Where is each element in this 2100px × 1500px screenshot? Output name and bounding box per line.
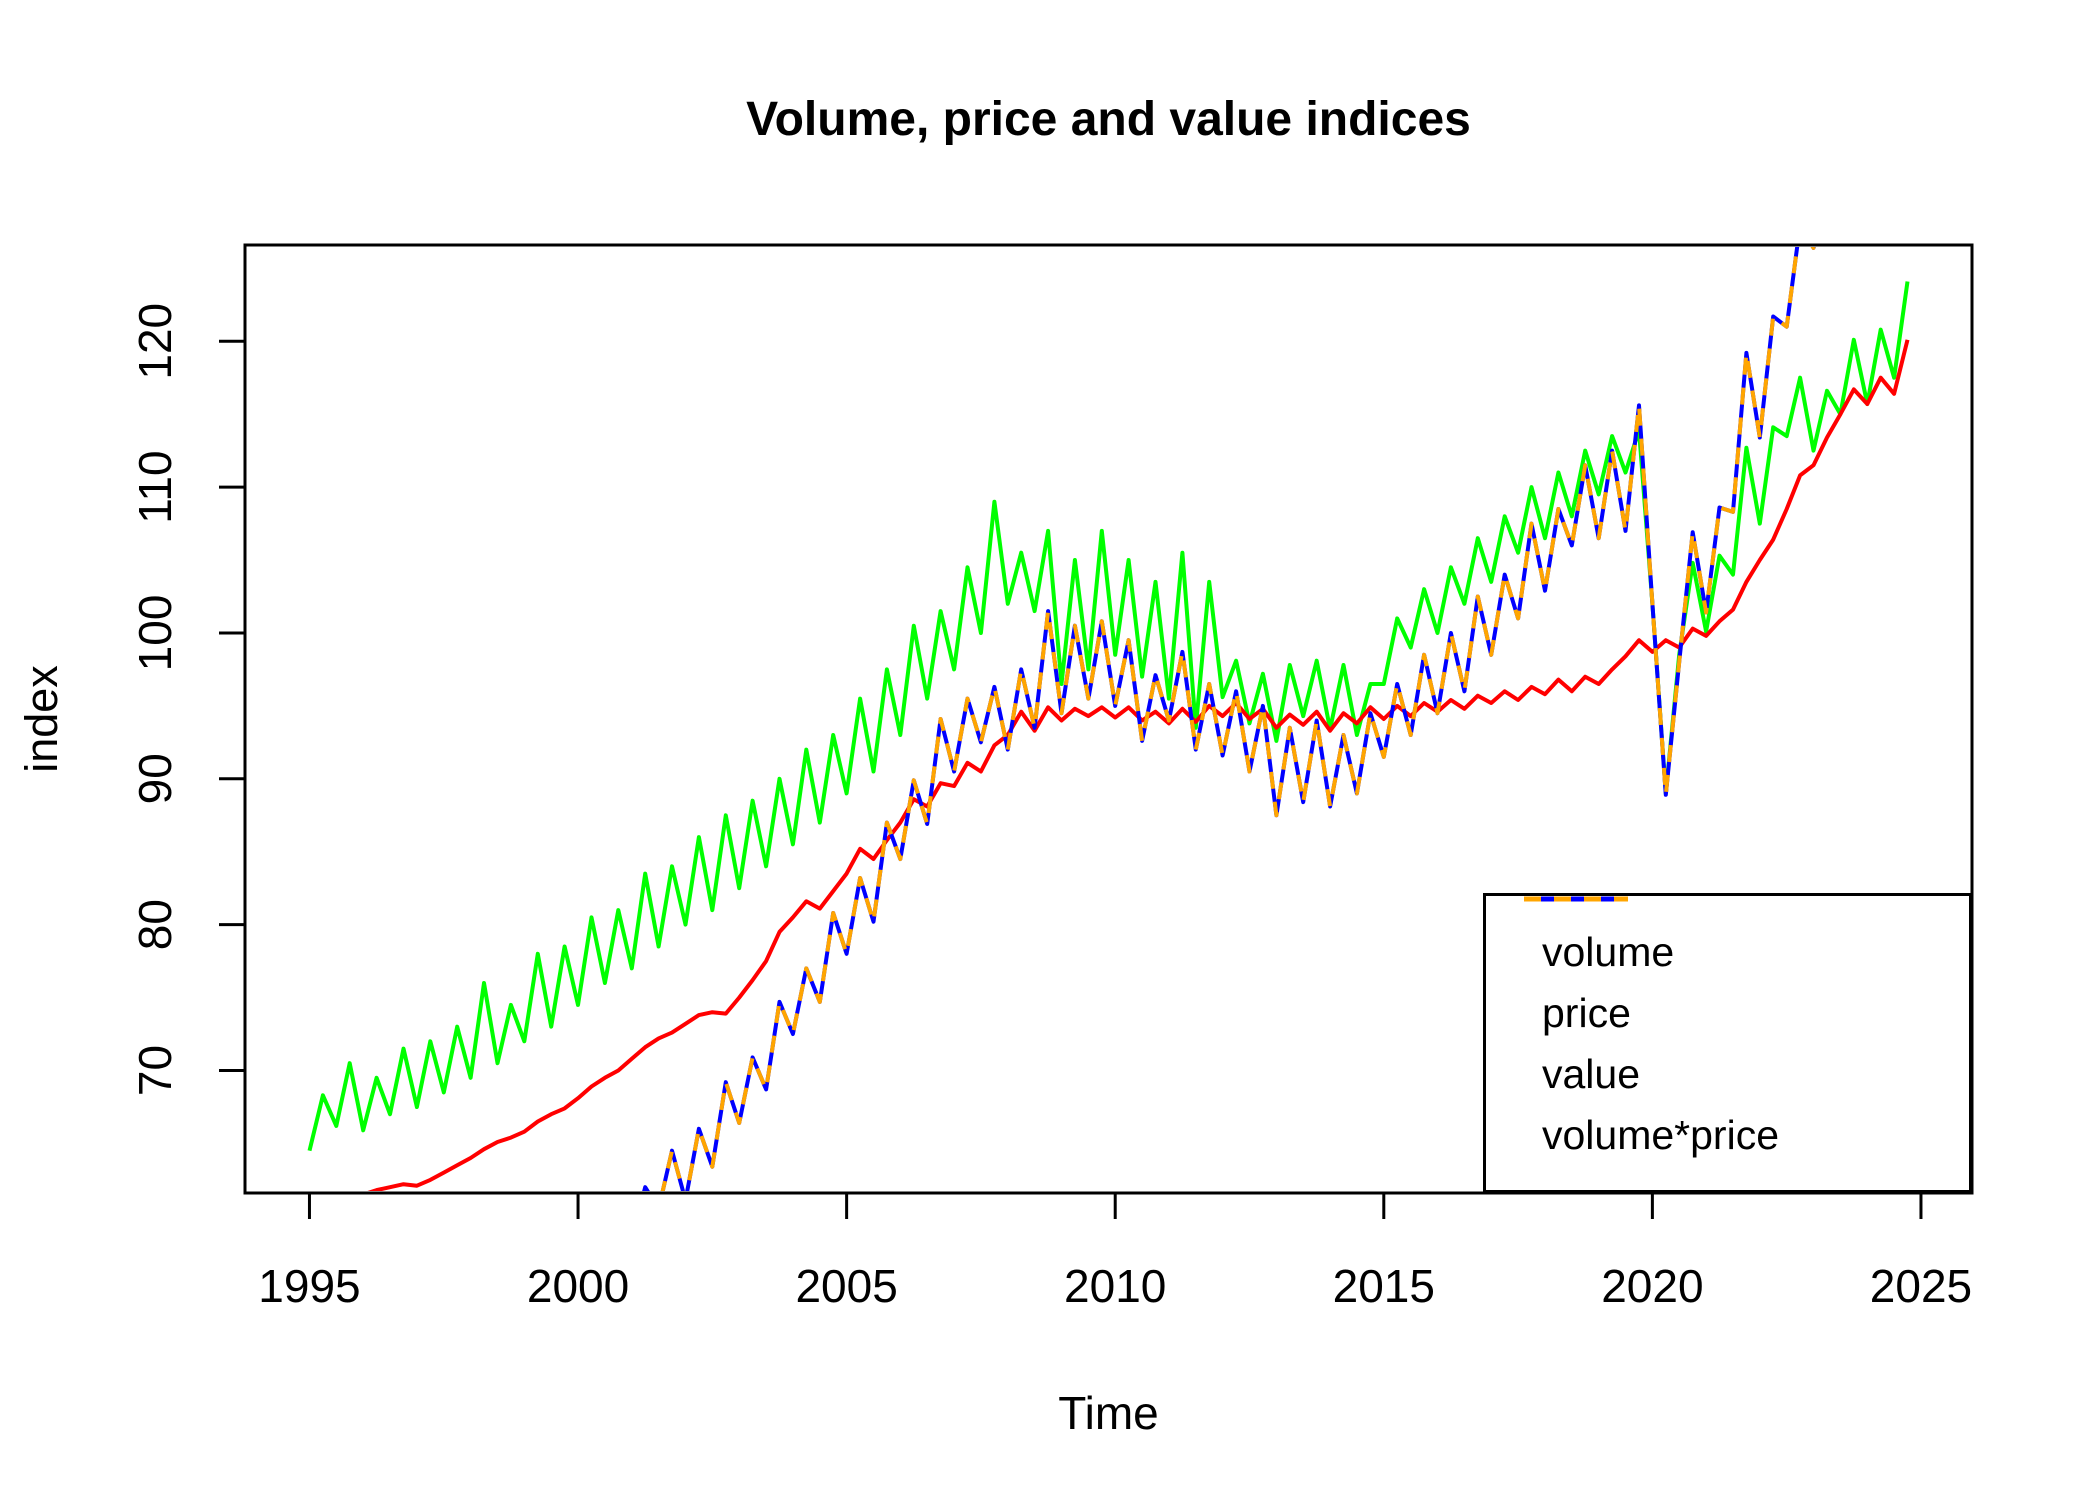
legend-label: price	[1542, 990, 1631, 1036]
legend-item-value: value	[1486, 896, 1969, 1105]
legend-item-price: price	[1486, 896, 1969, 1044]
series-line-volume-price	[642, 247, 1816, 1191]
x-tick-label: 1995	[258, 1260, 360, 1312]
x-tick-label: 2000	[527, 1260, 629, 1312]
y-tick-label: 90	[129, 753, 181, 804]
legend-label: volume	[1542, 929, 1675, 975]
legend: volume price value volume*price	[1483, 893, 1972, 1193]
legend-item-volume: volume	[1486, 896, 1969, 983]
y-tick-label: 120	[129, 303, 181, 380]
y-tick-label: 100	[129, 595, 181, 672]
y-tick-label: 70	[129, 1045, 181, 1096]
legend-line-sample	[1524, 896, 1628, 902]
chart-title: Volume, price and value indices	[746, 93, 1471, 146]
x-tick-label: 2025	[1870, 1260, 1972, 1312]
x-tick-label: 2020	[1601, 1260, 1703, 1312]
x-axis-label: Time	[1058, 1387, 1159, 1439]
plot-frame	[243, 243, 1974, 1195]
legend-item-volume-price: volume*price	[1486, 896, 1969, 1166]
legend-label: volume*price	[1542, 1112, 1779, 1158]
legend-label: value	[1542, 1051, 1641, 1097]
y-tick-label: 110	[129, 450, 181, 523]
y-tick-label: 80	[129, 899, 181, 950]
x-tick-label: 2010	[1064, 1260, 1166, 1312]
legend-line-sample	[1524, 896, 1628, 902]
x-tick-label: 2015	[1333, 1260, 1435, 1312]
series-line-price	[367, 339, 1910, 1191]
x-tick-label: 2005	[795, 1260, 897, 1312]
y-axis-label: index	[16, 665, 67, 773]
